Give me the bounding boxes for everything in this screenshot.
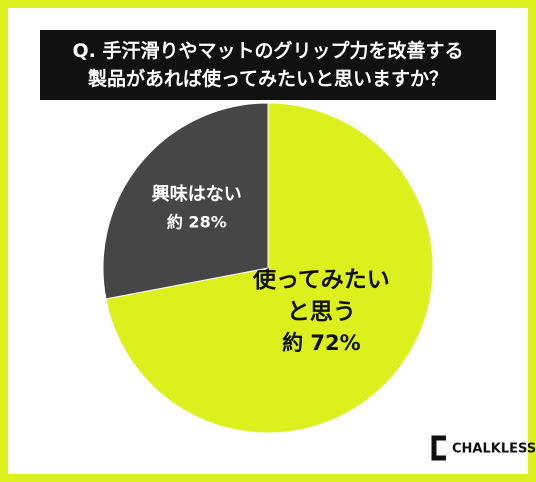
value-label: 約 72% [282, 331, 361, 355]
title-box [40, 30, 496, 100]
slice-label: 使ってみたいと思う [252, 267, 390, 325]
chart-title: Q. 手汗滑りやマットのグリップ力を改善する製品があれば使ってみたいと思いますか… [73, 39, 464, 90]
pie-slice [102, 102, 269, 300]
pie-slice [105, 102, 434, 434]
slice-label: 興味はない [152, 183, 242, 205]
value-label: 約 28% [167, 213, 227, 232]
logo: CHALKLESS [452, 442, 536, 457]
logo-icon [431, 435, 446, 461]
